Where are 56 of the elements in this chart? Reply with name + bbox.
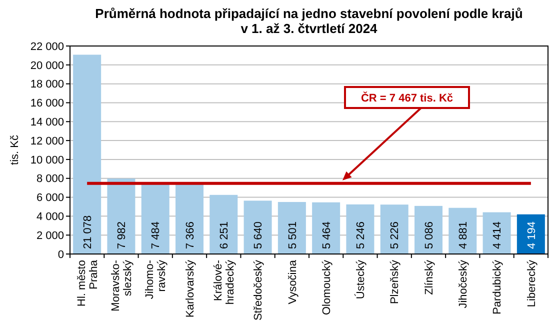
y-tick-label: 12 000 bbox=[30, 135, 64, 148]
y-axis-title: tis. Kč bbox=[9, 134, 21, 165]
x-tick-label: Králové- hradecký bbox=[212, 260, 236, 305]
y-tick-label: 8 000 bbox=[36, 173, 64, 186]
y-tick-label: 14 000 bbox=[30, 116, 64, 128]
bar bbox=[312, 202, 340, 254]
x-tick-label: Moravsko- slezský bbox=[110, 260, 134, 312]
data-label: 4 414 bbox=[492, 221, 504, 249]
x-tick-label: Zlínský bbox=[423, 260, 436, 295]
data-label: 4 881 bbox=[457, 221, 470, 249]
data-label: 5 640 bbox=[252, 221, 265, 249]
bar bbox=[176, 184, 204, 254]
bar bbox=[482, 212, 511, 254]
x-tick-label: Pardubický bbox=[492, 260, 504, 314]
x-tick-label: Olomoucký bbox=[320, 260, 333, 316]
bar bbox=[107, 178, 136, 254]
y-tick-label: 20 000 bbox=[30, 60, 64, 72]
bar bbox=[278, 202, 306, 254]
data-label: 7 366 bbox=[184, 221, 196, 249]
bar bbox=[73, 54, 102, 254]
x-tick-label: Jihočeský bbox=[457, 260, 470, 308]
data-label: 5 501 bbox=[286, 221, 299, 249]
x-tick-label: Vysočina bbox=[286, 259, 299, 304]
x-tick-label: Liberecký bbox=[526, 260, 538, 308]
data-label: 21 078 bbox=[82, 215, 94, 249]
y-tick-label: 16 000 bbox=[30, 98, 64, 110]
x-tick-label: Plzeňský bbox=[389, 260, 402, 304]
y-tick-label: 0 bbox=[58, 248, 64, 261]
ref-line-label: ČR = 7 467 tis. Kč bbox=[360, 91, 454, 104]
data-label: 5 464 bbox=[320, 221, 333, 249]
x-tick-label: Hl. město Praha bbox=[76, 259, 100, 306]
data-label: 5 246 bbox=[355, 221, 368, 249]
data-label: 7 484 bbox=[150, 221, 162, 249]
data-label: 6 251 bbox=[218, 221, 230, 249]
bar bbox=[346, 204, 374, 254]
x-tick-label: Středočeský bbox=[252, 260, 265, 321]
y-tick-label: 18 000 bbox=[30, 78, 64, 91]
bar bbox=[516, 214, 545, 254]
y-tick-label: 6 000 bbox=[36, 192, 64, 204]
y-tick-label: 4 000 bbox=[36, 211, 64, 224]
data-label: 5 226 bbox=[389, 221, 402, 249]
data-label: 4 194 bbox=[526, 221, 538, 249]
bar bbox=[244, 200, 272, 254]
data-label: 7 982 bbox=[116, 221, 128, 249]
x-tick-label: Ústecký bbox=[354, 260, 368, 300]
y-tick-label: 2 000 bbox=[36, 230, 64, 242]
bar bbox=[448, 208, 477, 254]
y-tick-label: 22 000 bbox=[30, 40, 64, 53]
data-label: 5 086 bbox=[423, 221, 436, 249]
bar bbox=[210, 194, 238, 254]
chart-title: Průměrná hodnota připadající na jedno stavební povolení podle krajů v 1. až 3. čtvrtletí 2024 bbox=[95, 6, 523, 36]
bar bbox=[380, 204, 408, 254]
y-tick-label: 10 000 bbox=[30, 154, 64, 166]
bar bbox=[141, 183, 170, 254]
x-tick-label: Karlovarský bbox=[184, 260, 196, 318]
bar bbox=[414, 206, 442, 254]
